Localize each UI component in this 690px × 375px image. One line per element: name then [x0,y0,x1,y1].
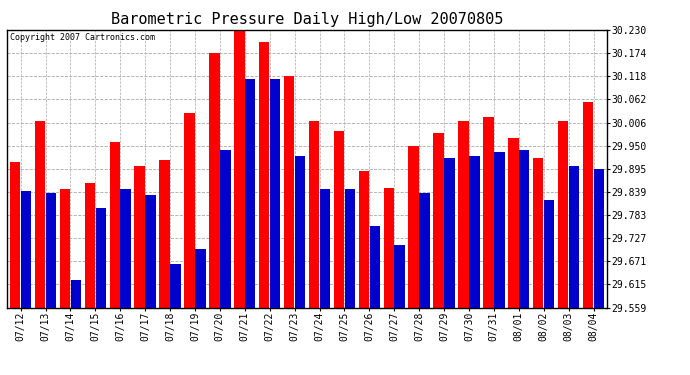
Bar [469,156,480,308]
Bar [34,121,46,308]
Bar [295,156,305,308]
Bar [384,188,394,308]
Bar [408,146,419,308]
Bar [483,117,493,308]
Bar [70,280,81,308]
Bar [544,200,554,308]
Bar [309,121,319,308]
Bar [234,30,244,308]
Bar [284,76,295,308]
Bar [345,189,355,308]
Bar [319,189,331,308]
Bar [159,160,170,308]
Bar [270,79,280,308]
Bar [259,42,269,308]
Bar [184,113,195,308]
Bar [209,53,219,307]
Bar [334,131,344,308]
Bar [583,102,593,308]
Bar [444,158,455,308]
Text: Copyright 2007 Cartronics.com: Copyright 2007 Cartronics.com [10,33,155,42]
Bar [195,249,206,308]
Bar [245,79,255,308]
Bar [21,191,31,308]
Bar [46,194,56,308]
Bar [110,142,120,308]
Bar [519,150,529,308]
Bar [508,138,518,308]
Bar [359,171,369,308]
Bar [494,152,504,308]
Bar [458,121,469,308]
Bar [96,208,106,308]
Bar [433,134,444,308]
Bar [420,194,430,308]
Bar [135,166,145,308]
Bar [558,121,569,308]
Bar [533,158,544,308]
Bar [10,162,20,308]
Bar [121,189,131,308]
Bar [395,245,405,308]
Bar [594,168,604,308]
Bar [370,226,380,308]
Bar [85,183,95,308]
Bar [170,264,181,308]
Bar [146,195,156,308]
Title: Barometric Pressure Daily High/Low 20070805: Barometric Pressure Daily High/Low 20070… [111,12,503,27]
Bar [569,166,580,308]
Bar [220,150,230,308]
Bar [60,189,70,308]
